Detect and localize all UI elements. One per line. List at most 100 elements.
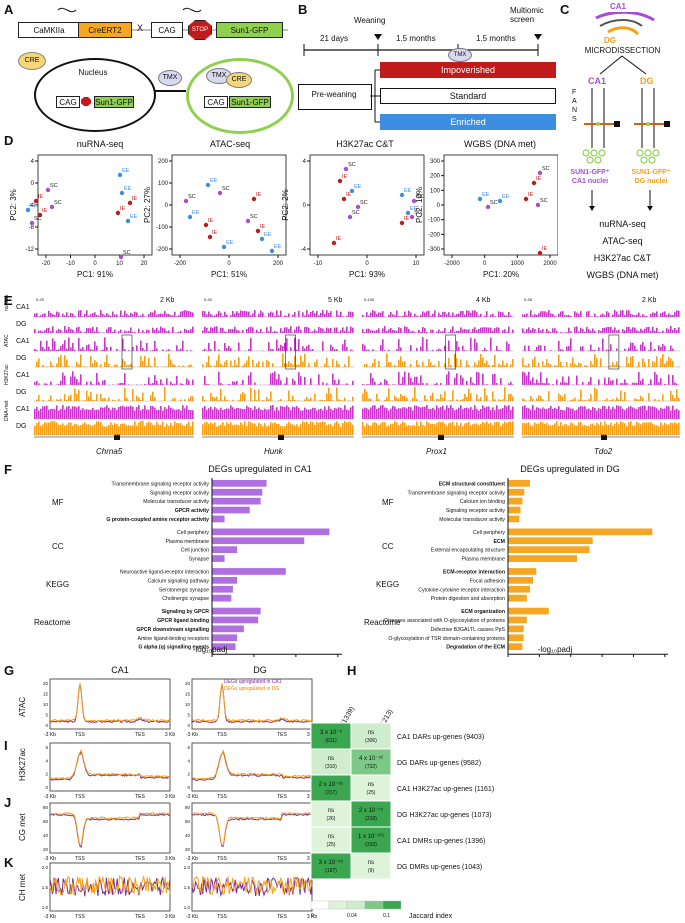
track-bar [52, 365, 54, 367]
track-bar [366, 384, 368, 385]
track-bar [648, 350, 650, 351]
track-bar [536, 398, 538, 401]
track-bar [148, 421, 150, 435]
f-right-bar [508, 577, 534, 584]
track-bar [450, 422, 452, 435]
track-bar [486, 384, 488, 385]
track-bar [104, 398, 106, 401]
track-bar [318, 422, 320, 435]
track-bar [100, 421, 102, 435]
profile-line-ca1 [49, 813, 171, 848]
track-bar [330, 344, 332, 351]
pca-point-label: IE [260, 224, 266, 230]
track-bar [104, 426, 106, 435]
track-bar [498, 422, 500, 435]
track-bar [106, 405, 108, 419]
track-bar [654, 424, 656, 435]
track-bar [272, 423, 274, 435]
track-bar [452, 350, 454, 351]
track-bar [396, 397, 398, 401]
track-bar [640, 315, 642, 317]
track-bar [236, 364, 238, 367]
track-bar [222, 400, 224, 401]
track-bar [450, 350, 452, 351]
track-bar [42, 364, 44, 367]
f-left-term: Signaling by GPCR [162, 609, 210, 615]
track-bar [146, 409, 148, 419]
track-bar [48, 310, 50, 317]
track-bar [42, 346, 44, 351]
track-bar [372, 405, 374, 419]
track-bar [554, 328, 556, 333]
h-row-label: DG H3K27ac up-genes (1073) [397, 812, 492, 819]
track-bar [624, 423, 626, 435]
track-bar [268, 342, 270, 351]
panel-b: Weaning Multiomic screen 21 days 1.5 mon… [298, 4, 558, 130]
track-bar [606, 311, 608, 317]
profile-line-dg [191, 812, 313, 846]
track-bar [322, 421, 324, 435]
track-bar [230, 405, 232, 419]
track-bar [98, 421, 100, 435]
track-bar [182, 425, 184, 435]
track-bar [628, 363, 630, 367]
track-bar [326, 357, 328, 367]
track-bar [616, 311, 618, 317]
track-bar [546, 359, 548, 367]
f-right-bar [508, 568, 537, 575]
track-bar [664, 363, 666, 367]
track-bar [190, 311, 192, 317]
track-bar [384, 326, 386, 333]
pca-point [343, 166, 349, 172]
track-bar [522, 371, 524, 385]
track-bar [610, 344, 612, 351]
track-bar [174, 311, 176, 317]
track-bar [134, 421, 136, 435]
track-bar [36, 361, 38, 367]
track-bar [78, 389, 80, 401]
track-bar [610, 409, 612, 419]
row-ca1-4: CA1 [16, 406, 30, 413]
track-bar [266, 397, 268, 401]
pca-point [399, 192, 405, 198]
track-bar [46, 366, 48, 367]
track-bar [162, 313, 164, 317]
f-right-term: External encapsulating structure [431, 548, 505, 554]
track-bar [348, 400, 350, 401]
track-bar [548, 424, 550, 435]
pca-point-label: EE [192, 210, 200, 216]
track-bar [410, 363, 412, 367]
track-bar [278, 400, 280, 401]
pca-point [115, 210, 121, 216]
track-bar [566, 424, 568, 435]
profile-ytick-label: 5 [187, 713, 190, 718]
track-bar [256, 426, 258, 435]
track-bar [530, 330, 532, 333]
profile-ytick-label: 1.0 [184, 905, 191, 910]
track-bar [500, 312, 502, 317]
track-bar [244, 393, 246, 401]
track-bar [634, 315, 636, 317]
track-bar [434, 310, 436, 317]
pca-point-label: SC [352, 210, 360, 216]
track-bar [78, 406, 80, 419]
track-bar [538, 327, 540, 333]
track-bar [560, 311, 562, 317]
track-bar [422, 327, 424, 333]
track-bar [296, 326, 298, 333]
track-bar [210, 392, 212, 401]
track-bar [216, 426, 218, 435]
track-bar [598, 329, 600, 333]
track-bar [548, 383, 550, 385]
track-bar [324, 400, 326, 401]
pca-ytick-label: 0 [165, 203, 169, 209]
track-bar [182, 383, 184, 385]
track-bar [612, 380, 614, 385]
track-bar [586, 326, 588, 333]
track-bar [244, 363, 246, 367]
track-row [202, 371, 354, 385]
track-bar [140, 340, 142, 351]
track-bar [570, 338, 572, 351]
track-bar [68, 326, 70, 333]
track-bar [326, 310, 328, 317]
